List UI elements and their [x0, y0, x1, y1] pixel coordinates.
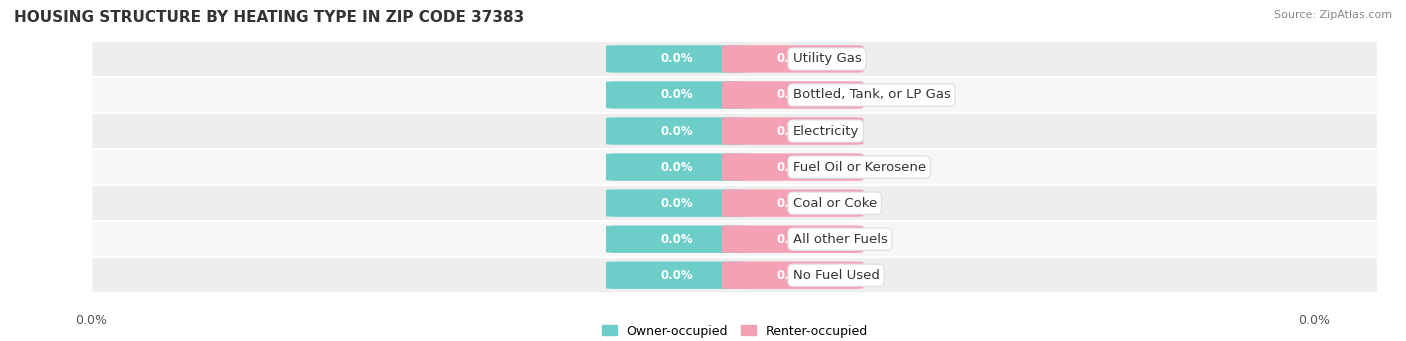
FancyBboxPatch shape — [91, 41, 1378, 77]
Text: Coal or Coke: Coal or Coke — [793, 197, 877, 210]
FancyBboxPatch shape — [91, 113, 1378, 149]
FancyBboxPatch shape — [721, 225, 863, 253]
FancyBboxPatch shape — [91, 149, 1378, 185]
Text: 0.0%: 0.0% — [1299, 314, 1330, 327]
FancyBboxPatch shape — [606, 117, 748, 145]
FancyBboxPatch shape — [721, 190, 863, 217]
Text: Bottled, Tank, or LP Gas: Bottled, Tank, or LP Gas — [793, 89, 950, 102]
FancyBboxPatch shape — [721, 262, 863, 289]
FancyBboxPatch shape — [91, 257, 1378, 293]
FancyBboxPatch shape — [721, 45, 863, 73]
FancyBboxPatch shape — [606, 262, 748, 289]
FancyBboxPatch shape — [91, 77, 1378, 113]
Text: 0.0%: 0.0% — [776, 233, 808, 246]
Text: 0.0%: 0.0% — [76, 314, 107, 327]
Text: Fuel Oil or Kerosene: Fuel Oil or Kerosene — [793, 161, 925, 174]
FancyBboxPatch shape — [721, 153, 863, 181]
Text: Utility Gas: Utility Gas — [793, 53, 862, 65]
Text: 0.0%: 0.0% — [661, 269, 693, 282]
Text: 0.0%: 0.0% — [776, 89, 808, 102]
Text: Electricity: Electricity — [793, 124, 859, 137]
FancyBboxPatch shape — [721, 81, 863, 109]
Text: HOUSING STRUCTURE BY HEATING TYPE IN ZIP CODE 37383: HOUSING STRUCTURE BY HEATING TYPE IN ZIP… — [14, 10, 524, 25]
Text: 0.0%: 0.0% — [776, 161, 808, 174]
FancyBboxPatch shape — [606, 190, 748, 217]
Text: 0.0%: 0.0% — [776, 197, 808, 210]
FancyBboxPatch shape — [606, 45, 748, 73]
FancyBboxPatch shape — [606, 81, 748, 109]
FancyBboxPatch shape — [91, 221, 1378, 257]
Text: 0.0%: 0.0% — [661, 197, 693, 210]
Text: 0.0%: 0.0% — [776, 269, 808, 282]
FancyBboxPatch shape — [721, 117, 863, 145]
Text: All other Fuels: All other Fuels — [793, 233, 887, 246]
Text: 0.0%: 0.0% — [661, 124, 693, 137]
Text: 0.0%: 0.0% — [776, 124, 808, 137]
Text: 0.0%: 0.0% — [661, 53, 693, 65]
Legend: Owner-occupied, Renter-occupied: Owner-occupied, Renter-occupied — [596, 320, 873, 341]
Text: 0.0%: 0.0% — [661, 89, 693, 102]
Text: Source: ZipAtlas.com: Source: ZipAtlas.com — [1274, 10, 1392, 20]
FancyBboxPatch shape — [91, 185, 1378, 221]
FancyBboxPatch shape — [606, 153, 748, 181]
Text: 0.0%: 0.0% — [661, 161, 693, 174]
Text: No Fuel Used: No Fuel Used — [793, 269, 879, 282]
FancyBboxPatch shape — [606, 225, 748, 253]
Text: 0.0%: 0.0% — [661, 233, 693, 246]
Text: 0.0%: 0.0% — [776, 53, 808, 65]
